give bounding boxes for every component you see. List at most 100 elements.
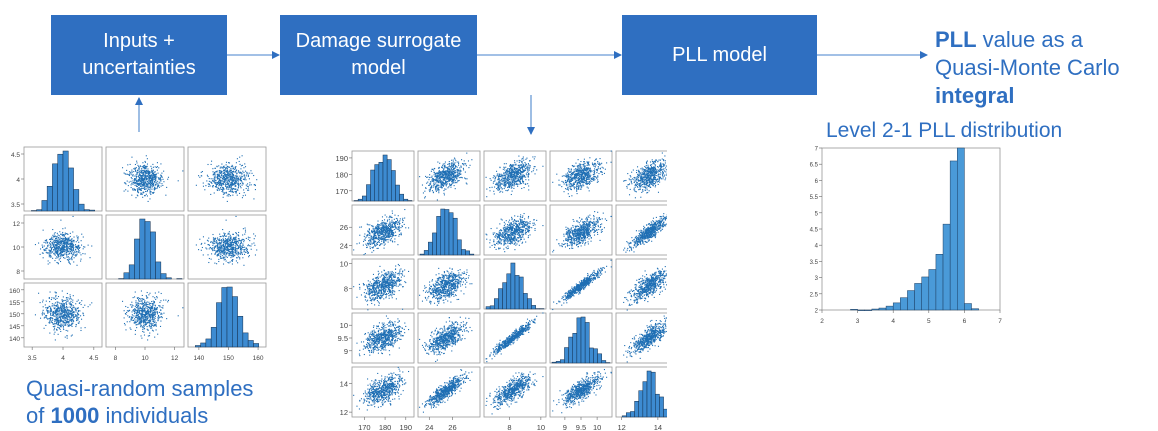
- scatter-point: [136, 176, 138, 178]
- histogram-bar: [62, 150, 69, 212]
- scatter-point: [510, 167, 512, 169]
- scatter-point: [145, 323, 147, 326]
- scatter-point: [227, 247, 229, 249]
- scatter-point: [220, 250, 222, 252]
- scatter-point: [65, 309, 67, 311]
- scatter-point: [514, 164, 516, 166]
- scatter-point: [521, 177, 523, 179]
- scatter-point: [144, 300, 146, 302]
- scatter-point: [509, 164, 511, 166]
- scatter-point: [47, 252, 49, 254]
- histogram-bar: [46, 186, 53, 212]
- scatter-point: [221, 170, 223, 173]
- scatter-point: [147, 186, 149, 188]
- scatter-point: [443, 177, 445, 179]
- scatter-point: [498, 178, 501, 180]
- scatter-point: [148, 180, 150, 182]
- scatter-point: [200, 171, 202, 173]
- scatter-point: [57, 307, 59, 309]
- scatter-point: [453, 164, 455, 166]
- scatter-point: [56, 250, 58, 252]
- scatter-point: [234, 237, 236, 239]
- scatter-point: [215, 180, 217, 182]
- scatter-point: [504, 174, 506, 176]
- scatter-point: [227, 166, 229, 168]
- scatter-point: [453, 176, 455, 179]
- scatter-point: [234, 241, 236, 244]
- scatter-point: [159, 301, 161, 303]
- scatter-point: [528, 164, 530, 166]
- scatter-point: [240, 247, 242, 249]
- scatter-point: [68, 325, 70, 327]
- scatter-point: [216, 251, 218, 253]
- scatter-point: [448, 176, 450, 178]
- scatter-point: [152, 166, 154, 168]
- scatter-point: [137, 190, 139, 192]
- scatter-point: [154, 176, 156, 178]
- scatter-point: [516, 167, 518, 170]
- scatter-point: [227, 245, 229, 247]
- scatter-point: [445, 181, 447, 183]
- scatter-point: [461, 177, 463, 179]
- scatter-point: [216, 254, 218, 256]
- scatter-point: [59, 238, 61, 241]
- scatter-point: [63, 242, 66, 244]
- scatter-point: [437, 184, 439, 186]
- scatter-point: [222, 238, 224, 240]
- scatter-point: [137, 307, 139, 309]
- scatter-point: [58, 254, 60, 256]
- scatter-point: [58, 324, 60, 326]
- scatter-point: [79, 310, 81, 312]
- scatter-point: [149, 322, 151, 324]
- scatter-point: [512, 169, 514, 171]
- scatter-point: [145, 302, 147, 304]
- scatter-point: [212, 171, 214, 173]
- scatter-point: [207, 244, 209, 246]
- scatter-point: [227, 238, 229, 240]
- scatter-point: [236, 234, 238, 236]
- scatter-point: [232, 191, 234, 193]
- scatter-point: [152, 303, 154, 305]
- scatter-point: [463, 169, 465, 171]
- scatter-point: [456, 175, 458, 177]
- scatter-point: [207, 240, 209, 242]
- scatter-point: [238, 170, 240, 172]
- scatter-point: [59, 321, 62, 323]
- scatter-point: [444, 174, 446, 176]
- scatter-point: [38, 242, 40, 244]
- scatter-point: [53, 297, 55, 299]
- scatter-point: [58, 238, 60, 240]
- scatter-point: [54, 319, 56, 321]
- scatter-point: [509, 165, 511, 167]
- scatter-point: [65, 244, 67, 246]
- scatter-point: [134, 296, 136, 298]
- scatter-point: [447, 172, 449, 174]
- scatter-point: [521, 177, 523, 179]
- scatter-point: [219, 243, 221, 245]
- scatter-point: [226, 181, 228, 183]
- scatter-point: [522, 176, 524, 178]
- scatter-point: [441, 182, 443, 184]
- scatter-point: [233, 242, 235, 244]
- scatter-point: [128, 181, 130, 183]
- scatter-point: [234, 181, 236, 183]
- scatter-point: [55, 250, 57, 252]
- scatter-point: [238, 253, 240, 255]
- scatter-point: [67, 330, 69, 332]
- scatter-point: [504, 182, 506, 184]
- scatter-point: [228, 166, 230, 168]
- scatter-point: [140, 169, 142, 171]
- scatter-point: [125, 329, 127, 331]
- scatter-point: [525, 165, 527, 167]
- scatter-point: [465, 182, 467, 184]
- scatter-point: [50, 240, 52, 243]
- scatter-point: [219, 188, 221, 190]
- x-tick-label: 4.5: [89, 355, 98, 362]
- scatter-point: [232, 176, 234, 178]
- scatter-point: [126, 311, 128, 314]
- scatter-point: [136, 313, 138, 315]
- scatter-point: [230, 179, 232, 181]
- scatter-point: [208, 177, 210, 180]
- scatter-point: [215, 250, 217, 252]
- scatter-point: [70, 242, 72, 244]
